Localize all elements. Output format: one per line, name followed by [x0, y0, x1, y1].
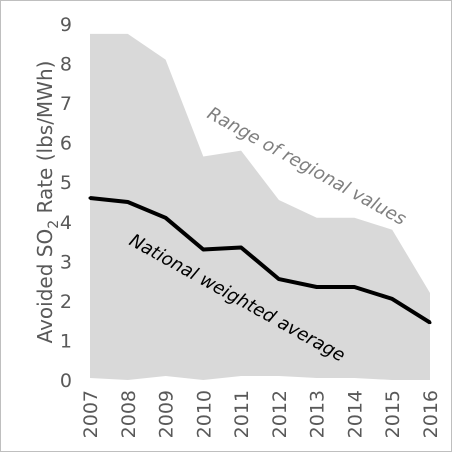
y-tick-label-1: 1: [60, 330, 72, 352]
range-layer: [90, 33, 430, 381]
x-tick-label-2008: 2008: [118, 390, 140, 438]
x-tick-label-2014: 2014: [344, 390, 366, 438]
data-point-2014: [352, 285, 356, 289]
y-tick-label-5: 5: [60, 172, 72, 194]
data-point-2012: [277, 277, 281, 281]
x-tick-label-2016: 2016: [420, 390, 442, 438]
data-point-2010: [201, 248, 205, 251]
series-line-0: [89, 196, 432, 325]
regional-range-area: [90, 33, 430, 381]
line-layer: [88, 196, 432, 325]
data-point-2007: [88, 196, 92, 200]
y-tick-label-9: 9: [60, 14, 72, 36]
y-tick-label-2: 2: [60, 291, 72, 313]
y-tick-labels: 0 1 2 3 4 5 6 7 8 9: [60, 14, 72, 392]
y-axis-title: Avoided SO2 Rate (lbs/MWh): [33, 61, 62, 344]
x-tick-label-2015: 2015: [382, 390, 404, 438]
x-tick-label-2007: 2007: [80, 390, 102, 438]
data-point-2013: [315, 285, 319, 289]
y-tick-label-6: 6: [60, 133, 72, 155]
x-tick-label-2012: 2012: [269, 390, 291, 438]
x-tick-label-2010: 2010: [193, 390, 215, 438]
y-tick-label-7: 7: [60, 93, 72, 115]
data-point-2016: [428, 321, 432, 325]
y-tick-label-4: 4: [60, 212, 72, 234]
data-point-2009: [164, 216, 168, 220]
data-point-2015: [390, 297, 394, 301]
x-tick-label-2009: 2009: [156, 390, 178, 438]
x-tick-labels: 2007 2008 2009 2010 2011 2012 2013 2014 2015 2016: [80, 390, 442, 438]
x-tick-label-2011: 2011: [231, 390, 253, 438]
y-tick-label-8: 8: [60, 54, 72, 76]
data-point-2008: [126, 200, 130, 204]
y-tick-label-3: 3: [60, 251, 72, 273]
y-tick-label-0: 0: [60, 370, 72, 392]
data-point-2011: [239, 246, 243, 249]
x-tick-label-2013: 2013: [307, 390, 329, 438]
